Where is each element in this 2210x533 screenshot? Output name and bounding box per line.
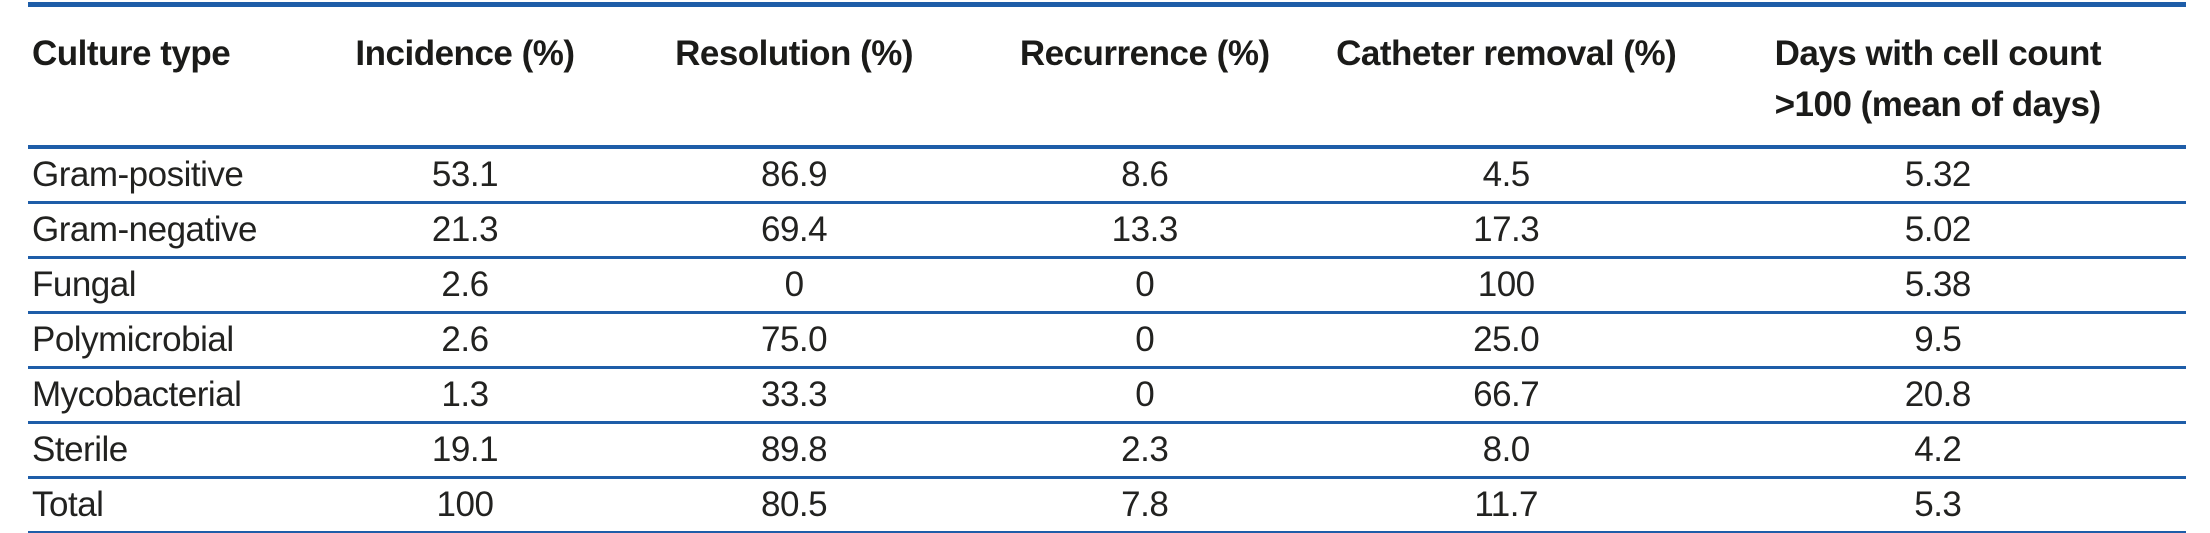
- cell-days-cell-count: 5.3: [1914, 484, 1962, 524]
- cell-culture-type: Mycobacterial: [28, 367, 309, 424]
- column-header-days-cell-count-text: Days with cell count >100 (mean of days): [1774, 29, 2102, 131]
- cell-resolution: 86.9: [621, 146, 967, 204]
- cell-incidence: 21.3: [308, 202, 622, 259]
- cell-resolution: 75.0: [621, 312, 967, 369]
- cell-culture-type: Fungal: [28, 257, 309, 314]
- cell-recurrence: 13.3: [966, 202, 1323, 259]
- header-row: Culture type Incidence (%) Resolution (%…: [28, 4, 2186, 149]
- table-row-gram-negative: Gram-negative 21.3 69.4 13.3 17.3 5.02: [28, 202, 2186, 259]
- cell-catheter-removal: 4.5: [1322, 146, 1690, 204]
- cell-recurrence: 8.6: [966, 146, 1323, 204]
- cell-recurrence: 2.3: [966, 422, 1323, 479]
- table-row-mycobacterial: Mycobacterial 1.3 33.3 0 66.7 20.8: [28, 367, 2186, 424]
- cell-incidence: 1.3: [308, 367, 622, 424]
- cell-resolution: 89.8: [621, 422, 967, 479]
- cell-days-cell-count: 9.5: [1689, 312, 2186, 369]
- cell-catheter-removal: 66.7: [1322, 367, 1690, 424]
- table-row-gram-positive: Gram-positive 53.1 86.9 8.6 4.5 5.32: [28, 146, 2186, 204]
- cell-catheter-removal: 11.7: [1474, 484, 1538, 524]
- cell-incidence: 2.6: [308, 312, 622, 369]
- cell-catheter-removal: 25.0: [1322, 312, 1690, 369]
- table-row-total: Total 100 80.5 7.8 11.7 5.3: [28, 477, 2186, 533]
- column-header-days-cell-count: Days with cell count >100 (mean of days): [1689, 4, 2186, 149]
- cell-incidence: 19.1: [308, 422, 622, 479]
- cell-days-cell-count: 5.32: [1689, 146, 2186, 204]
- cell-culture-type: Polymicrobial: [28, 312, 309, 369]
- cell-days-cell-count: 4.2: [1689, 422, 2186, 479]
- cell-culture-type: Gram-negative: [28, 202, 309, 259]
- cell-culture-type: Total: [32, 484, 104, 524]
- cell-culture-type: Gram-positive: [28, 146, 309, 204]
- cell-incidence: 2.6: [308, 257, 622, 314]
- cell-recurrence: 0: [966, 367, 1323, 424]
- days-header-line2: >100 (mean of days): [1774, 84, 2102, 124]
- cell-incidence: 53.1: [308, 146, 622, 204]
- cell-resolution: 0: [621, 257, 967, 314]
- cell-days-cell-count: 20.8: [1689, 367, 2186, 424]
- column-header-incidence: Incidence (%): [308, 4, 622, 149]
- days-header-line1: Days with cell count: [1774, 34, 2102, 73]
- culture-results-table: Culture type Incidence (%) Resolution (%…: [28, 2, 2186, 533]
- column-header-culture-type: Culture type: [28, 4, 309, 149]
- cell-recurrence: 0: [966, 312, 1323, 369]
- cell-recurrence: 0: [966, 257, 1323, 314]
- table-row-sterile: Sterile 19.1 89.8 2.3 8.0 4.2: [28, 422, 2186, 479]
- cell-catheter-removal: 8.0: [1322, 422, 1690, 479]
- table-row-fungal: Fungal 2.6 0 0 100 5.38: [28, 257, 2186, 314]
- cell-days-cell-count: 5.38: [1689, 257, 2186, 314]
- cell-resolution: 33.3: [621, 367, 967, 424]
- cell-resolution: 80.5: [761, 484, 828, 524]
- cell-days-cell-count: 5.02: [1689, 202, 2186, 259]
- column-header-resolution: Resolution (%): [621, 4, 967, 149]
- cell-incidence: 100: [436, 484, 494, 524]
- cell-resolution: 69.4: [621, 202, 967, 259]
- cell-catheter-removal: 100: [1322, 257, 1690, 314]
- table-row-polymicrobial: Polymicrobial 2.6 75.0 0 25.0 9.5: [28, 312, 2186, 369]
- cell-culture-type: Sterile: [28, 422, 309, 479]
- cell-catheter-removal: 17.3: [1322, 202, 1690, 259]
- cell-recurrence: 7.8: [1121, 484, 1169, 524]
- column-header-catheter-removal: Catheter removal (%): [1322, 4, 1690, 149]
- column-header-recurrence: Recurrence (%): [966, 4, 1323, 149]
